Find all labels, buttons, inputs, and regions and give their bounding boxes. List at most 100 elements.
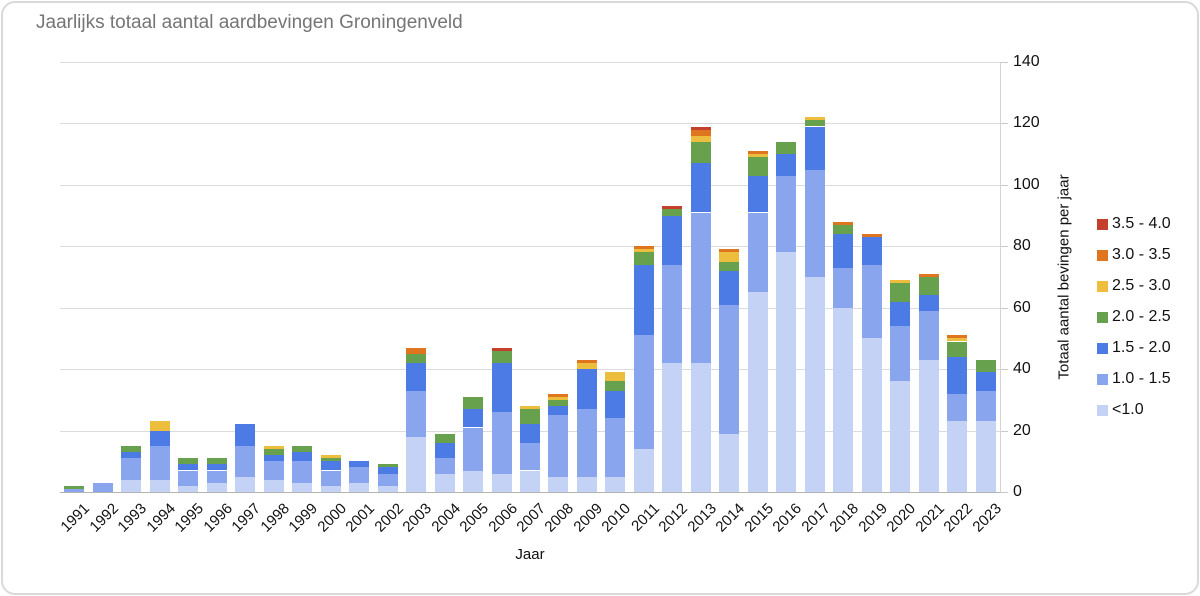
- legend-item[interactable]: 1.0 - 1.5: [1097, 368, 1171, 390]
- bar-segment[interactable]: [235, 424, 256, 446]
- bar-segment[interactable]: [121, 458, 142, 480]
- bar-segment[interactable]: [548, 406, 569, 416]
- bar-segment[interactable]: [320, 455, 341, 459]
- bar-segment[interactable]: [520, 409, 540, 425]
- bar-segment[interactable]: [690, 163, 711, 213]
- bar-segment[interactable]: [520, 442, 540, 471]
- bar-segment[interactable]: [406, 436, 427, 492]
- bar-segment[interactable]: [235, 476, 256, 492]
- bar-segment[interactable]: [377, 485, 398, 492]
- bar-segment[interactable]: [406, 363, 427, 391]
- bar-segment[interactable]: [320, 470, 341, 486]
- bar-segment[interactable]: [206, 458, 227, 465]
- bar-segment[interactable]: [719, 261, 740, 271]
- bar-segment[interactable]: [833, 267, 854, 308]
- bar-segment[interactable]: [947, 341, 968, 357]
- bar-segment[interactable]: [576, 476, 597, 492]
- bar-segment[interactable]: [320, 485, 341, 492]
- bar-segment[interactable]: [149, 430, 170, 446]
- bar-segment[interactable]: [804, 277, 825, 492]
- bar-segment[interactable]: [861, 338, 882, 492]
- bar-segment[interactable]: [975, 359, 996, 373]
- bar-segment[interactable]: [434, 433, 455, 443]
- bar-segment[interactable]: [463, 396, 484, 410]
- bar-segment[interactable]: [235, 445, 256, 477]
- bar-segment[interactable]: [719, 304, 740, 434]
- bar-segment[interactable]: [690, 129, 711, 136]
- bar-segment[interactable]: [206, 470, 227, 483]
- bar-segment[interactable]: [491, 412, 512, 474]
- bar-segment[interactable]: [833, 224, 854, 234]
- bar-segment[interactable]: [121, 452, 142, 459]
- bar-segment[interactable]: [263, 449, 284, 456]
- bar-segment[interactable]: [975, 390, 996, 422]
- bar-segment[interactable]: [690, 141, 711, 164]
- bar-segment[interactable]: [548, 415, 569, 477]
- bar-segment[interactable]: [605, 372, 626, 382]
- bar-segment[interactable]: [890, 381, 911, 492]
- bar-segment[interactable]: [576, 409, 597, 477]
- bar-segment[interactable]: [662, 363, 683, 492]
- bar-segment[interactable]: [890, 280, 911, 284]
- bar-segment[interactable]: [263, 479, 284, 492]
- bar-segment[interactable]: [548, 399, 569, 406]
- bar-segment[interactable]: [292, 461, 313, 483]
- bar-segment[interactable]: [633, 449, 654, 492]
- bar-segment[interactable]: [662, 264, 683, 363]
- bar-segment[interactable]: [833, 307, 854, 492]
- bar-segment[interactable]: [776, 175, 797, 253]
- bar-segment[interactable]: [804, 117, 825, 121]
- bar-segment[interactable]: [178, 458, 199, 465]
- bar-segment[interactable]: [918, 273, 939, 277]
- bar-segment[interactable]: [320, 461, 341, 471]
- bar-segment[interactable]: [349, 461, 370, 468]
- bar-segment[interactable]: [719, 249, 740, 253]
- bar-segment[interactable]: [377, 473, 398, 486]
- bar-segment[interactable]: [605, 381, 626, 391]
- bar-segment[interactable]: [320, 458, 341, 462]
- bar-segment[interactable]: [747, 292, 768, 492]
- bar-segment[interactable]: [605, 390, 626, 419]
- bar-segment[interactable]: [491, 363, 512, 413]
- bar-segment[interactable]: [206, 482, 227, 492]
- bar-segment[interactable]: [918, 359, 939, 492]
- bar-segment[interactable]: [719, 270, 740, 305]
- bar-segment[interactable]: [662, 206, 683, 210]
- bar-segment[interactable]: [263, 461, 284, 480]
- bar-segment[interactable]: [861, 234, 882, 238]
- bar-segment[interactable]: [406, 390, 427, 437]
- legend-item[interactable]: 3.0 - 3.5: [1097, 244, 1171, 266]
- bar-segment[interactable]: [406, 347, 427, 354]
- bar-segment[interactable]: [520, 470, 540, 492]
- bar-segment[interactable]: [149, 445, 170, 480]
- bar-segment[interactable]: [690, 135, 711, 142]
- bar-segment[interactable]: [292, 452, 313, 462]
- bar-segment[interactable]: [491, 347, 512, 351]
- bar-segment[interactable]: [548, 393, 569, 397]
- bar-segment[interactable]: [747, 175, 768, 213]
- legend-item[interactable]: 3.5 - 4.0: [1097, 213, 1171, 235]
- bar-segment[interactable]: [861, 264, 882, 339]
- bar-segment[interactable]: [434, 473, 455, 492]
- bar-segment[interactable]: [918, 277, 939, 296]
- bar-segment[interactable]: [633, 335, 654, 449]
- bar-segment[interactable]: [633, 246, 654, 250]
- bar-segment[interactable]: [406, 353, 427, 363]
- bar-segment[interactable]: [633, 252, 654, 265]
- bar-segment[interactable]: [463, 427, 484, 471]
- bar-segment[interactable]: [776, 252, 797, 492]
- bar-segment[interactable]: [178, 464, 199, 471]
- bar-segment[interactable]: [747, 151, 768, 155]
- bar-segment[interactable]: [520, 406, 540, 410]
- bar-segment[interactable]: [975, 421, 996, 492]
- bar-segment[interactable]: [548, 476, 569, 492]
- bar-segment[interactable]: [292, 482, 313, 492]
- bar-segment[interactable]: [890, 301, 911, 327]
- bar-segment[interactable]: [690, 126, 711, 130]
- bar-segment[interactable]: [576, 363, 597, 370]
- bar-segment[interactable]: [662, 215, 683, 265]
- bar-segment[interactable]: [149, 421, 170, 431]
- bar-segment[interactable]: [690, 363, 711, 492]
- bar-segment[interactable]: [804, 169, 825, 277]
- bar-segment[interactable]: [804, 120, 825, 127]
